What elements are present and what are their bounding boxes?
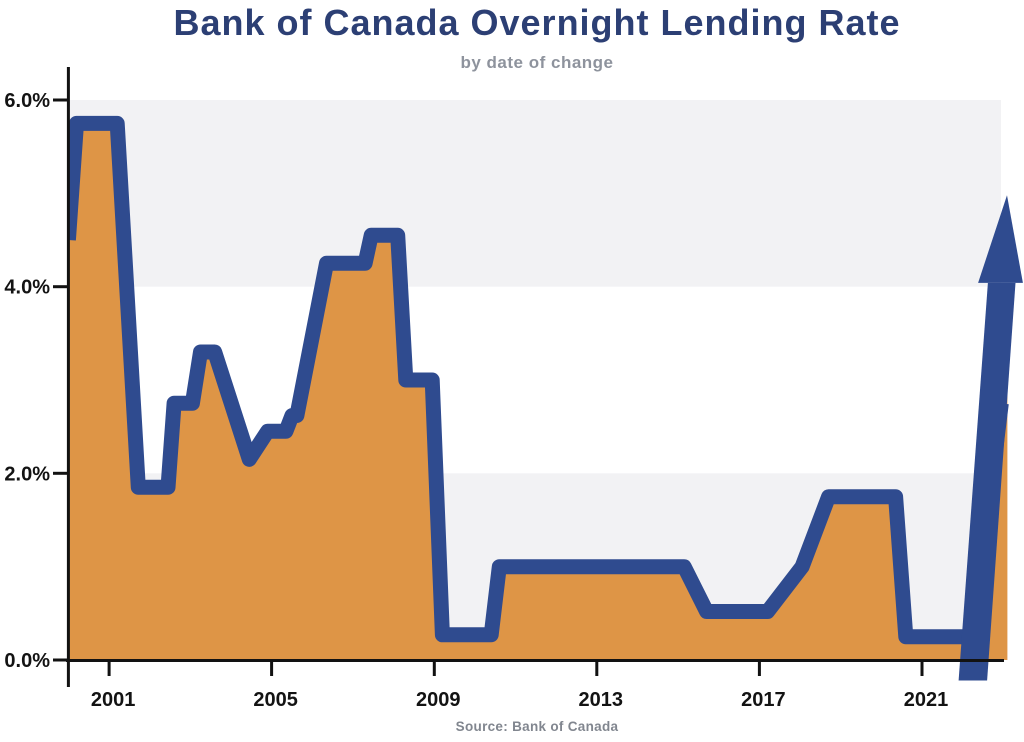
x-tick-label: 2001 xyxy=(91,689,136,711)
x-tick xyxy=(270,662,274,676)
arrow-shaft xyxy=(958,282,1016,681)
x-tick xyxy=(595,662,599,676)
band-4-6 xyxy=(68,100,1001,287)
chart-source: Source: Bank of Canada xyxy=(455,719,619,734)
rate-area-fill xyxy=(68,123,1008,660)
up-arrow-icon xyxy=(958,195,1023,681)
x-axis-labels: 2001 2005 2009 2013 2017 2021 xyxy=(91,689,948,711)
line-polyline xyxy=(68,115,1009,645)
y-tick-label: 2.0% xyxy=(4,463,50,485)
arrow-head xyxy=(978,195,1023,283)
y-axis-line xyxy=(66,67,70,687)
y-tick xyxy=(53,471,68,475)
x-tick-label: 2009 xyxy=(416,689,461,711)
y-tick xyxy=(53,285,68,289)
x-tick-label: 2005 xyxy=(253,689,298,711)
x-tick-label: 2013 xyxy=(579,689,624,711)
area-polygon xyxy=(68,123,1008,660)
x-axis-line xyxy=(66,659,1004,662)
y-tick xyxy=(53,98,68,102)
y-tick-label: 4.0% xyxy=(4,277,50,299)
x-tick-label: 2021 xyxy=(904,689,949,711)
y-tick xyxy=(53,658,68,662)
x-tick-label: 2017 xyxy=(741,689,786,711)
x-tick xyxy=(432,662,436,676)
y-axis-labels: 0.0% 2.0% 4.0% 6.0% xyxy=(4,90,50,672)
axes xyxy=(53,67,1004,687)
y-tick-label: 0.0% xyxy=(4,650,50,672)
x-tick xyxy=(757,662,761,676)
rate-line xyxy=(68,115,1009,645)
chart-title: Bank of Canada Overnight Lending Rate xyxy=(173,2,901,43)
x-tick xyxy=(920,662,924,676)
y-tick-label: 6.0% xyxy=(4,90,50,112)
chart-subtitle: by date of change xyxy=(460,53,614,72)
x-tick xyxy=(107,662,111,676)
